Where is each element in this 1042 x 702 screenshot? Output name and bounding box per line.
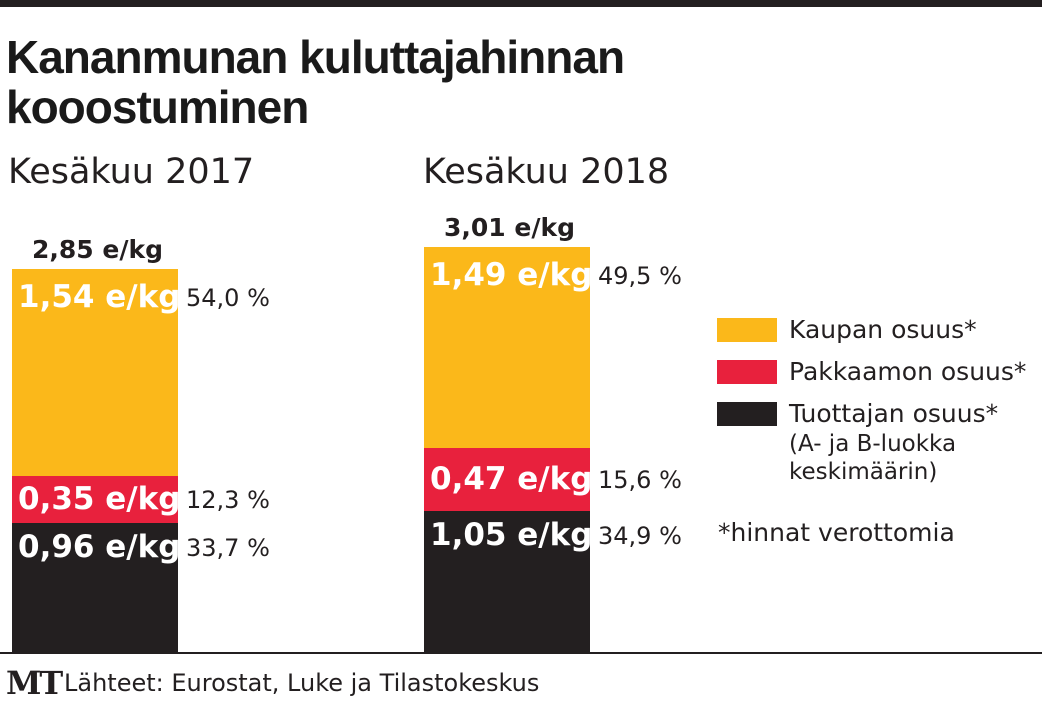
total-label-2018: 3,01 e/kg [444, 213, 575, 243]
percent-label-tuottaja-2017: 33,7 % [186, 533, 270, 562]
legend-label-kauppa: Kaupan osuus* [789, 315, 977, 344]
footnote: *hinnat verottomia [718, 518, 955, 547]
year-label-2018: Kesäkuu 2018 [423, 152, 670, 192]
bar-segment-pakkaamo-2017 [12, 475, 178, 523]
value-label-kauppa-2017: 1,54 e/kg [18, 278, 181, 315]
value-label-tuottaja-2018: 1,05 e/kg [430, 516, 593, 553]
total-label-2017: 2,85 e/kg [32, 234, 163, 264]
legend-note-line2: keskimäärin) [789, 459, 938, 485]
bar-segment-kauppa-2017 [12, 268, 178, 476]
year-label-2017: Kesäkuu 2017 [8, 152, 255, 192]
bar-segment-tuottaja-2017 [12, 522, 178, 652]
percent-label-tuottaja-2018: 34,9 % [598, 521, 682, 550]
value-label-pakkaamo-2017: 0,35 e/kg [18, 481, 181, 518]
value-label-kauppa-2018: 1,49 e/kg [430, 257, 593, 294]
percent-label-pakkaamo-2018: 15,6 % [598, 466, 682, 495]
mt-logo: MT [6, 664, 63, 702]
legend-label-pakkaamo: Pakkaamon osuus* [789, 357, 1027, 386]
percent-label-kauppa-2018: 49,5 % [598, 262, 682, 291]
source-text: Lähteet: Eurostat, Luke ja Tilastokeskus [64, 669, 540, 697]
percent-label-pakkaamo-2017: 12,3 % [186, 486, 270, 515]
percent-label-kauppa-2017: 54,0 % [186, 283, 270, 312]
bar-segment-tuottaja-2018 [424, 510, 590, 652]
legend-swatch-pakkaamo [717, 360, 777, 384]
legend-swatch-tuottaja [717, 402, 777, 426]
value-label-pakkaamo-2018: 0,47 e/kg [430, 461, 593, 498]
bar-segment-pakkaamo-2018 [424, 447, 590, 511]
value-label-tuottaja-2017: 0,96 e/kg [18, 528, 181, 565]
legend-note-line1: (A- ja B-luokka [789, 431, 957, 457]
chart-title: Kananmunan kuluttajahinnan kooostuminen [6, 31, 625, 133]
legend-label-tuottaja: Tuottajan osuus* [789, 399, 999, 428]
bottom-rule [0, 652, 1042, 654]
top-rule [0, 0, 1042, 7]
legend-swatch-kauppa [717, 318, 777, 342]
bar-segment-kauppa-2018 [424, 247, 590, 448]
